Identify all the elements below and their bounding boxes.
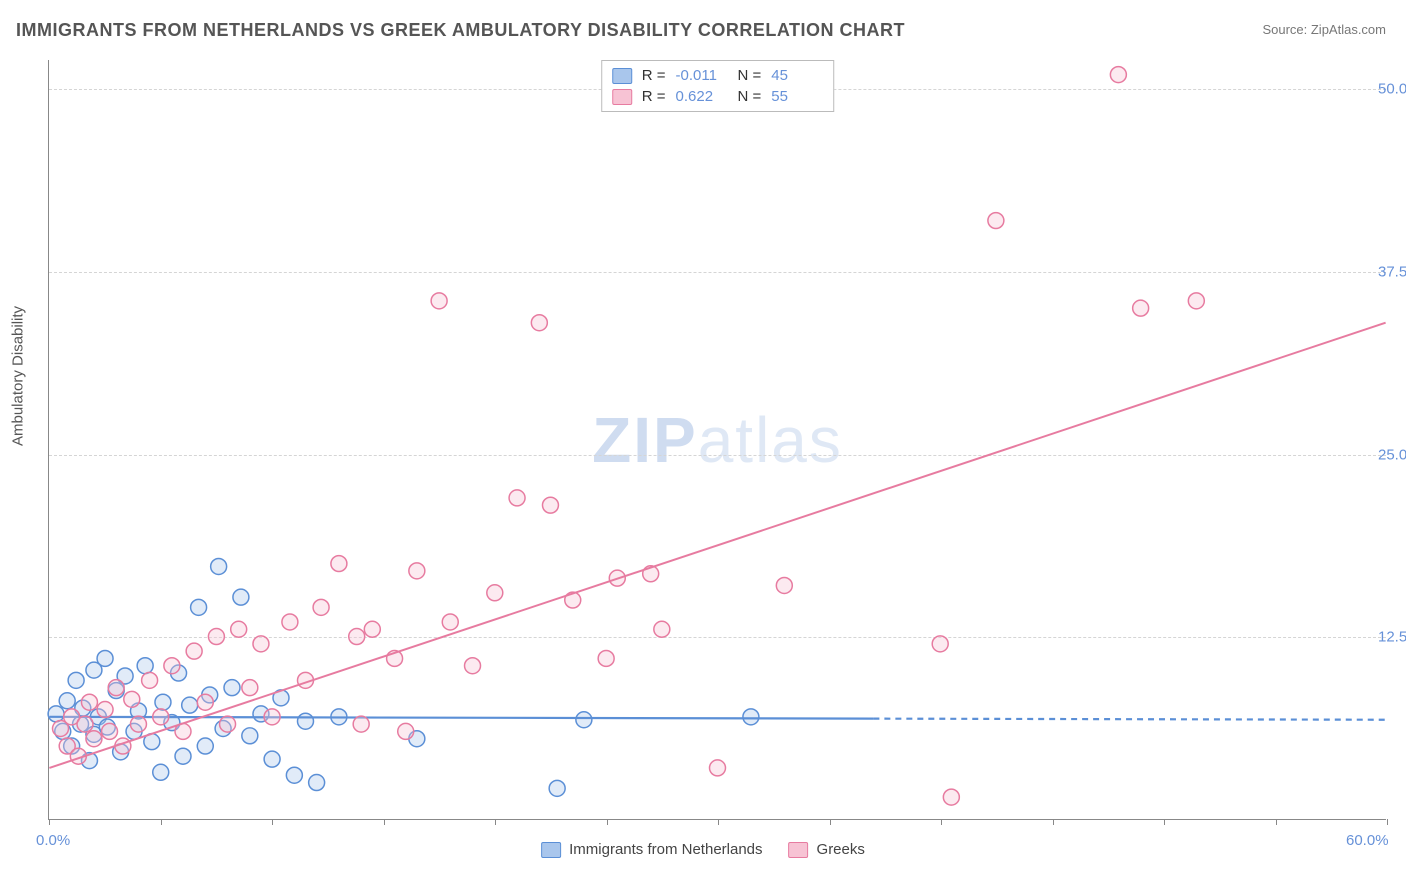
scatter-point-greeks [654,621,670,637]
scatter-point-greeks [409,563,425,579]
scatter-point-netherlands [211,558,227,574]
scatter-point-greeks [776,577,792,593]
scatter-point-greeks [186,643,202,659]
scatter-point-greeks [108,680,124,696]
plot-area: ZIPatlas 12.5%25.0%37.5%50.0% R = -0.011… [48,60,1386,820]
scatter-point-netherlands [197,738,213,754]
origin-label: 0.0% [36,832,70,849]
scatter-point-greeks [442,614,458,630]
scatter-point-netherlands [153,764,169,780]
scatter-point-greeks [988,213,1004,229]
scatter-point-netherlands [48,706,64,722]
chart-source: Source: ZipAtlas.com [1262,22,1386,37]
scatter-point-greeks [231,621,247,637]
scatter-point-netherlands [309,775,325,791]
scatter-point-greeks [142,672,158,688]
chart-container: IMMIGRANTS FROM NETHERLANDS VS GREEK AMB… [0,0,1406,892]
scatter-point-netherlands [97,650,113,666]
trendline-greeks [49,323,1385,768]
scatter-point-netherlands [242,728,258,744]
scatter-point-netherlands [137,658,153,674]
source-name: ZipAtlas.com [1311,22,1386,37]
swatch-greeks [789,842,809,858]
y-axis-label: Ambulatory Disability [10,306,27,446]
x-tick [1387,819,1388,825]
scatter-point-greeks [282,614,298,630]
scatter-point-netherlands [298,713,314,729]
scatter-point-greeks [932,636,948,652]
x-tick [718,819,719,825]
scatter-point-netherlands [264,751,280,767]
scatter-point-greeks [398,723,414,739]
scatter-point-greeks [313,599,329,615]
scatter-point-netherlands [576,712,592,728]
scatter-point-greeks [710,760,726,776]
scatter-point-greeks [124,691,140,707]
trendline-dashed-netherlands [873,719,1385,720]
x-tick [161,819,162,825]
legend-label-greeks: Greeks [817,841,865,858]
scatter-point-greeks [542,497,558,513]
scatter-point-greeks [77,716,93,732]
scatter-point-greeks [208,629,224,645]
scatter-point-greeks [1110,67,1126,83]
x-tick [830,819,831,825]
scatter-point-greeks [465,658,481,674]
scatter-point-greeks [943,789,959,805]
x-tick [1276,819,1277,825]
scatter-point-greeks [509,490,525,506]
scatter-point-greeks [97,702,113,718]
scatter-point-greeks [331,556,347,572]
legend-item-greeks: Greeks [789,841,865,858]
scatter-point-greeks [242,680,258,696]
scatter-point-greeks [264,709,280,725]
scatter-point-greeks [431,293,447,309]
scatter-point-netherlands [224,680,240,696]
x-tick [1053,819,1054,825]
scatter-point-greeks [86,731,102,747]
swatch-netherlands [541,842,561,858]
legend-item-netherlands: Immigrants from Netherlands [541,841,762,858]
scatter-point-greeks [1133,300,1149,316]
x-tick [384,819,385,825]
scatter-point-greeks [487,585,503,601]
scatter-point-greeks [81,694,97,710]
x-tick [941,819,942,825]
scatter-point-greeks [349,629,365,645]
scatter-point-netherlands [182,697,198,713]
scatter-point-greeks [164,658,180,674]
scatter-point-netherlands [191,599,207,615]
scatter-point-greeks [1188,293,1204,309]
xmax-label: 60.0% [1346,832,1389,849]
x-tick [495,819,496,825]
scatter-point-greeks [153,709,169,725]
scatter-point-netherlands [59,693,75,709]
source-prefix: Source: [1262,22,1310,37]
x-tick [272,819,273,825]
scatter-point-greeks [531,315,547,331]
scatter-point-netherlands [155,694,171,710]
plot-svg [49,60,1386,819]
x-tick [1164,819,1165,825]
scatter-point-netherlands [175,748,191,764]
scatter-point-greeks [130,716,146,732]
scatter-point-netherlands [286,767,302,783]
scatter-point-greeks [598,650,614,666]
scatter-point-greeks [364,621,380,637]
scatter-point-greeks [102,723,118,739]
scatter-point-netherlands [233,589,249,605]
legend-label-netherlands: Immigrants from Netherlands [569,841,762,858]
scatter-point-greeks [220,716,236,732]
scatter-point-greeks [353,716,369,732]
x-tick [49,819,50,825]
chart-title: IMMIGRANTS FROM NETHERLANDS VS GREEK AMB… [16,20,905,41]
scatter-point-netherlands [68,672,84,688]
x-tick [607,819,608,825]
scatter-point-netherlands [743,709,759,725]
legend-series: Immigrants from Netherlands Greeks [541,841,865,858]
scatter-point-netherlands [549,780,565,796]
scatter-point-greeks [197,694,213,710]
scatter-point-greeks [253,636,269,652]
